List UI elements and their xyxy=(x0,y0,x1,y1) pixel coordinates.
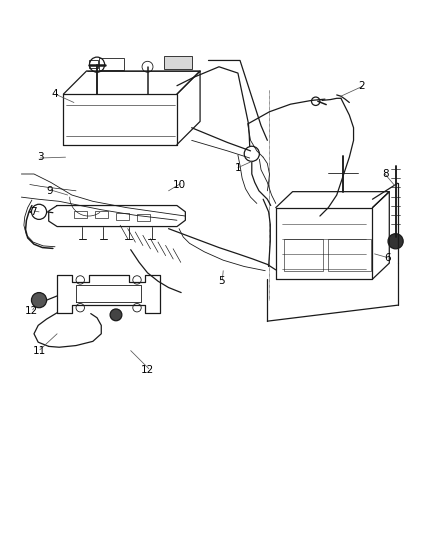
Text: 2: 2 xyxy=(359,80,365,91)
Bar xyxy=(328,239,371,271)
Text: 12: 12 xyxy=(25,305,39,316)
Circle shape xyxy=(388,233,403,249)
Circle shape xyxy=(32,293,46,308)
Text: 8: 8 xyxy=(382,169,389,179)
Text: 1: 1 xyxy=(235,163,241,173)
Bar xyxy=(95,211,108,218)
Text: 7: 7 xyxy=(30,207,36,217)
Text: 11: 11 xyxy=(32,345,46,356)
Text: 5: 5 xyxy=(218,276,224,286)
Text: 3: 3 xyxy=(37,152,44,162)
Bar xyxy=(99,58,124,70)
Text: 6: 6 xyxy=(384,253,391,263)
Bar xyxy=(116,213,129,220)
Text: 10: 10 xyxy=(173,180,186,190)
Bar xyxy=(74,211,87,218)
Bar xyxy=(137,214,150,221)
Bar xyxy=(284,239,323,271)
Circle shape xyxy=(110,309,122,321)
Text: 12: 12 xyxy=(141,365,154,375)
Bar xyxy=(88,60,98,68)
Text: 9: 9 xyxy=(47,186,53,196)
Text: 4: 4 xyxy=(52,89,58,99)
Bar xyxy=(164,56,192,69)
